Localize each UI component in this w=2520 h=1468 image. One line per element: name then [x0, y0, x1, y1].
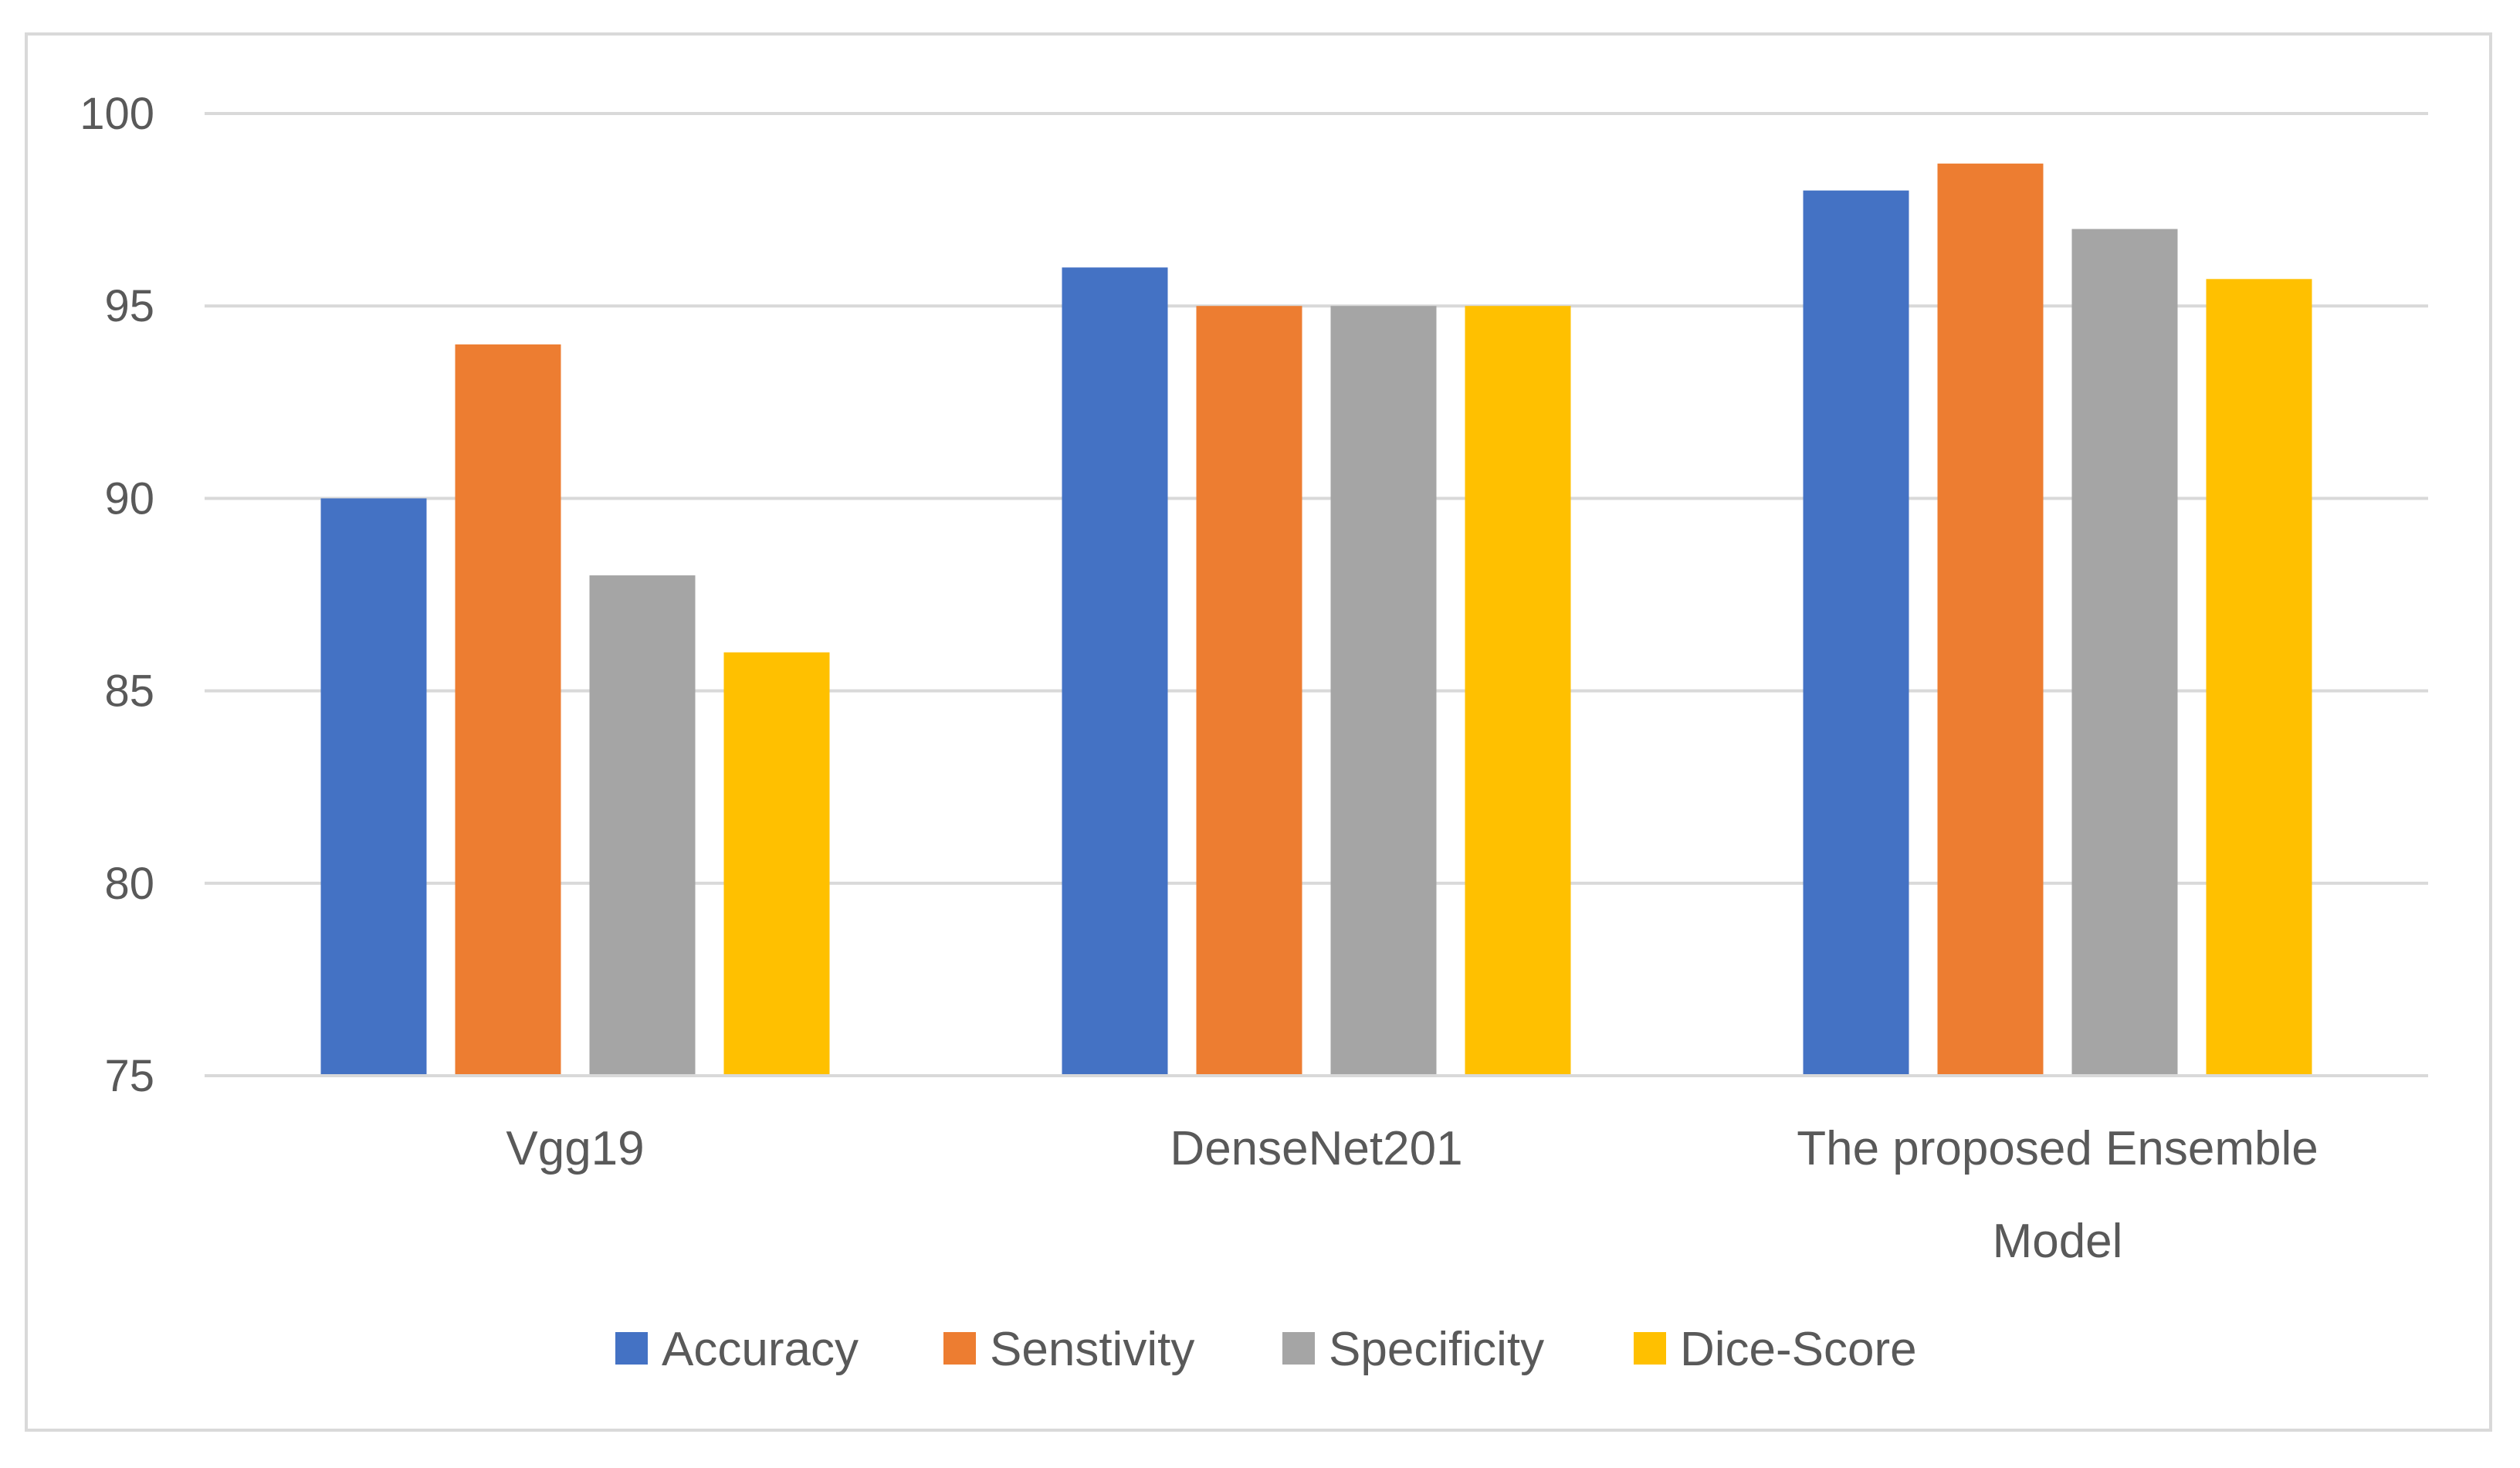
x-category-label: DenseNet201 — [1170, 1122, 1462, 1175]
x-category-label: The proposed Ensemble Model — [1797, 1122, 2318, 1268]
y-tick-label: 95 — [104, 281, 154, 331]
legend-swatch — [1634, 1332, 1666, 1365]
bar-accuracy-1 — [1062, 267, 1168, 1076]
bar-specificity-2 — [2071, 229, 2178, 1076]
bar-dice-score-0 — [723, 652, 830, 1076]
bar-accuracy-2 — [1803, 190, 1909, 1076]
legend-item-dice-score: Dice-Score — [1634, 1323, 1917, 1376]
legend: Accuracy Senstivity Specificity Dice-Score — [615, 1323, 1917, 1376]
legend-swatch — [615, 1332, 648, 1365]
bar-senstivity-0 — [455, 344, 561, 1076]
bar-dice-score-1 — [1465, 306, 1571, 1076]
x-axis-categories: Vgg19 DenseNet201 The proposed Ensemble Mod… — [506, 1122, 2318, 1268]
legend-swatch — [943, 1332, 976, 1365]
legend-label: Senstivity — [990, 1323, 1194, 1376]
bar-senstivity-2 — [1937, 163, 2044, 1076]
legend-label: Accuracy — [662, 1323, 859, 1376]
y-tick-label: 85 — [104, 666, 154, 717]
bar-senstivity-1 — [1196, 306, 1302, 1076]
gridlines — [205, 112, 2428, 885]
y-axis-ticks: 75 80 85 90 95 100 — [80, 89, 154, 1101]
legend-item-senstivity: Senstivity — [943, 1323, 1194, 1376]
bar-dice-score-2 — [2206, 279, 2312, 1076]
y-tick-label: 90 — [104, 473, 154, 524]
y-tick-label: 80 — [104, 859, 154, 909]
x-category-label: Vgg19 — [506, 1122, 644, 1175]
legend-swatch — [1282, 1332, 1315, 1365]
legend-label: Specificity — [1329, 1323, 1544, 1376]
bar-specificity-0 — [589, 575, 696, 1076]
legend-item-specificity: Specificity — [1282, 1323, 1544, 1376]
y-tick-label: 75 — [104, 1051, 154, 1101]
bar-accuracy-0 — [320, 498, 427, 1076]
bars — [320, 163, 2312, 1076]
y-tick-label: 100 — [80, 89, 154, 139]
legend-label: Dice-Score — [1680, 1323, 1917, 1376]
bar-specificity-1 — [1330, 306, 1437, 1076]
legend-item-accuracy: Accuracy — [615, 1323, 859, 1376]
